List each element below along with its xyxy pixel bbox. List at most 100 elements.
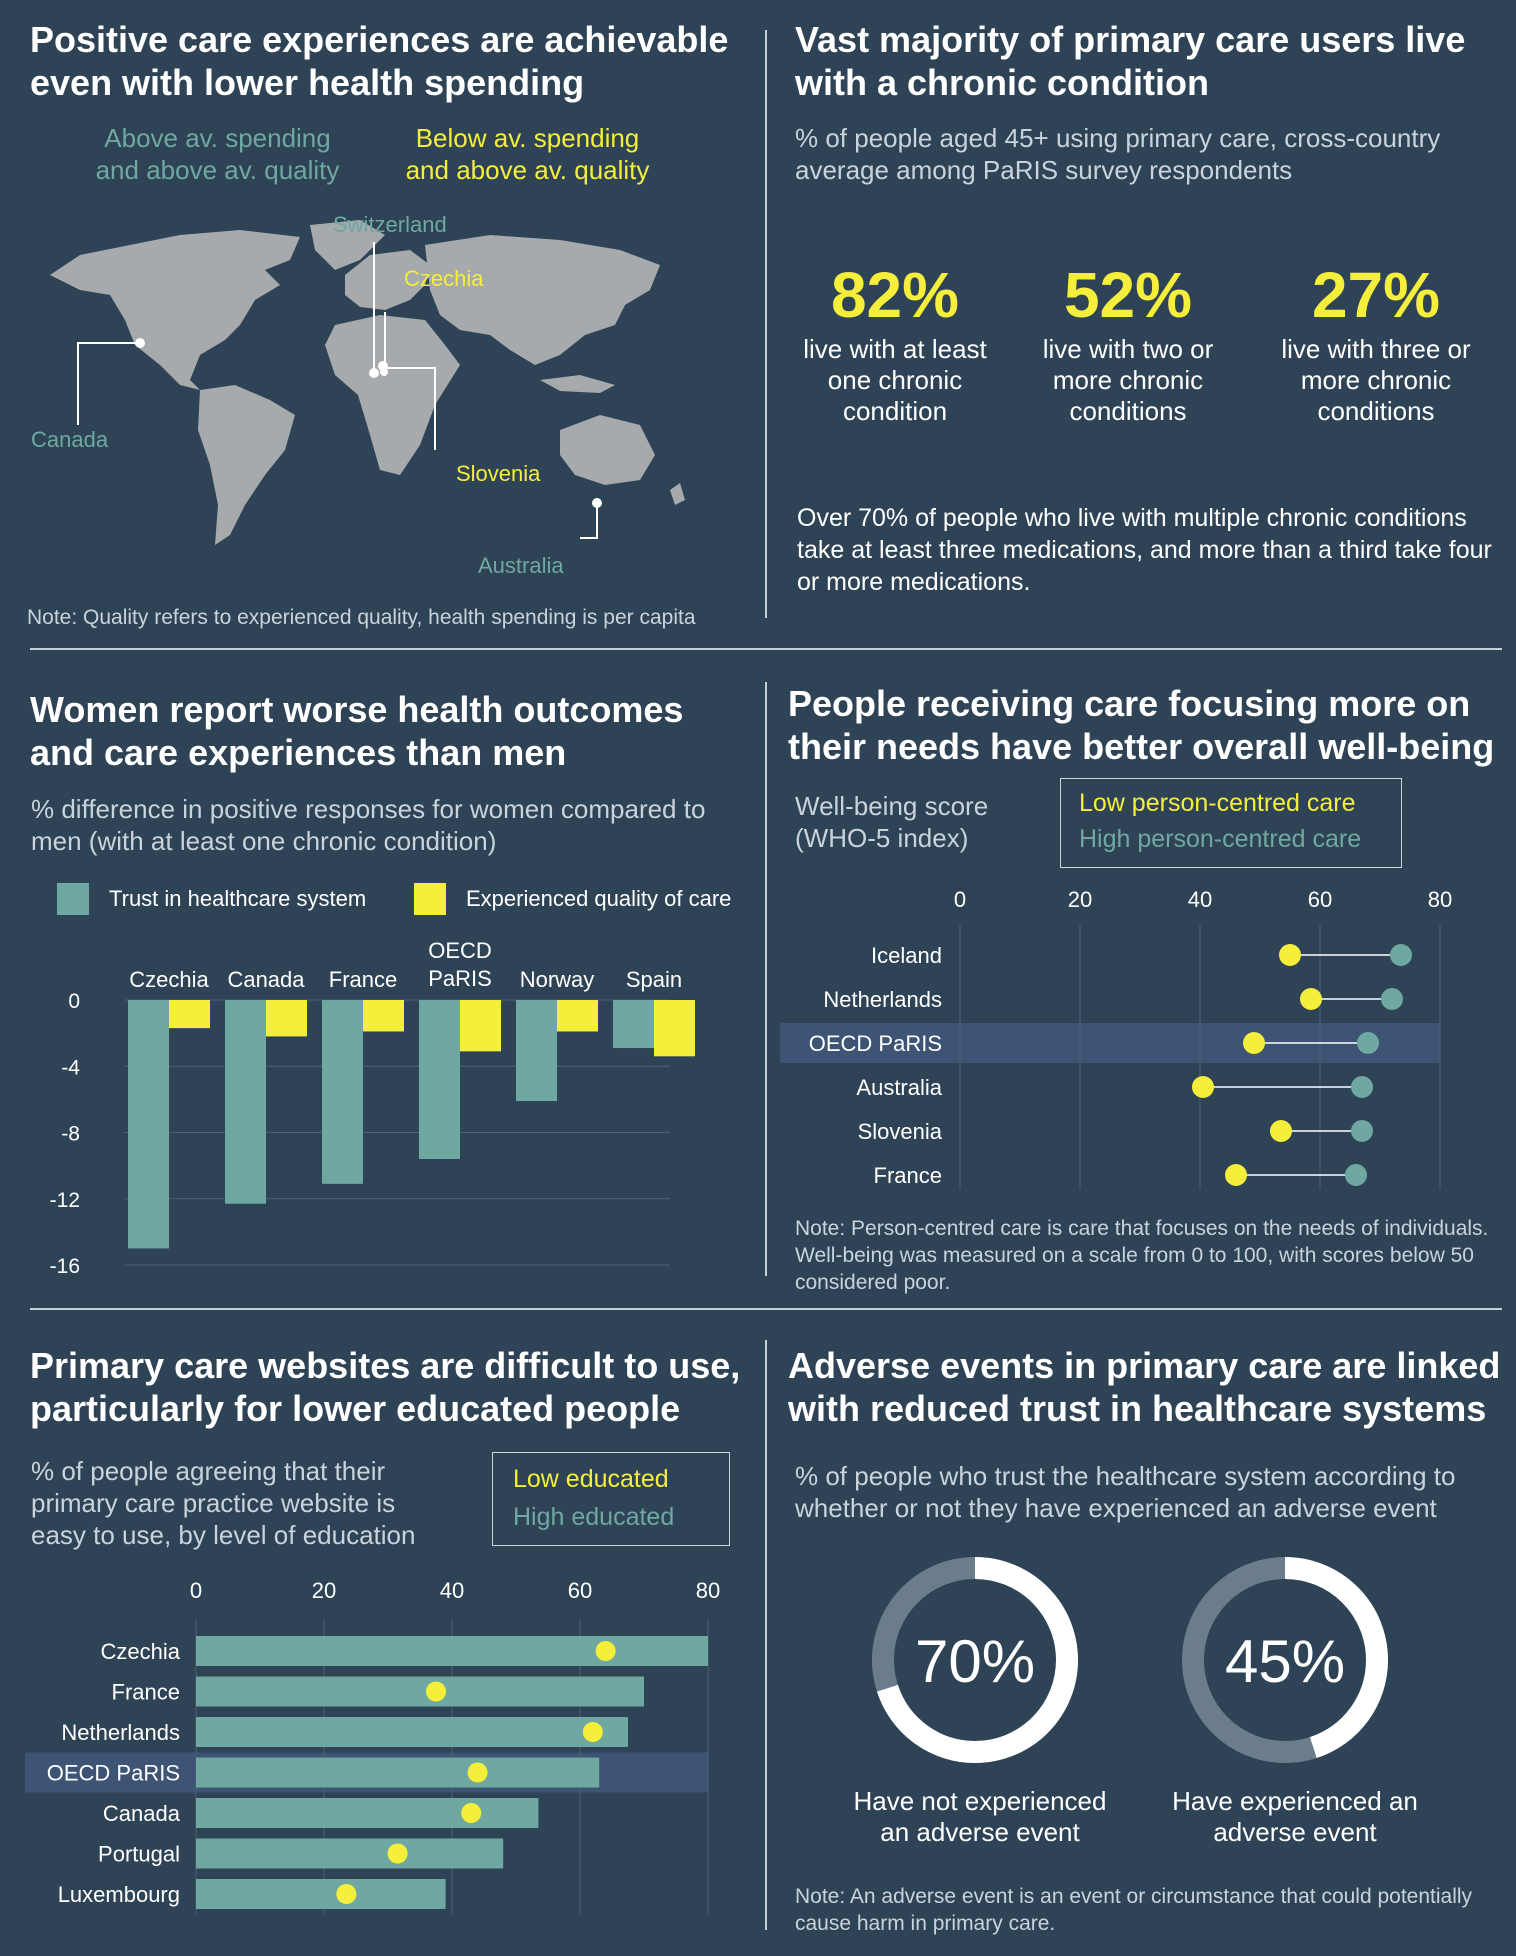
stat-value-1: 82%: [830, 259, 960, 331]
australia-marker: [592, 498, 602, 508]
adverse-note: Note: An adverse event is an event or ci…: [795, 1885, 1473, 1935]
y-tick-label: -8: [61, 1123, 80, 1146]
chronic-subtitle: % of people aged 45+ using primary care,…: [795, 123, 1441, 185]
dot-low-educated: [461, 1803, 482, 1823]
category-label: Spain: [626, 967, 682, 992]
map-label-switzerland: Switzerland: [333, 212, 447, 237]
dot-high-pcc: [1351, 1076, 1373, 1098]
horizontal-divider-2: [30, 1308, 1502, 1310]
greenland-shape: [310, 220, 385, 270]
dot-low-educated: [426, 1681, 446, 1702]
wellbeing-dot-chart: 0 20 40 60 80 Iceland Netherlands OECD PaRIS Aus…: [780, 887, 1452, 1190]
websites-legend: Low educated High educated: [492, 1452, 730, 1546]
dot-low-pcc: [1279, 944, 1301, 966]
bar-quality: [266, 1000, 307, 1037]
legend-below-spending: Below av. spending and above av. quality: [405, 123, 650, 185]
vertical-divider-bottom: [765, 1340, 767, 1930]
bar-high-educated: [196, 1879, 446, 1909]
legend-swatch-yellow: [414, 883, 446, 915]
bar-trust: [419, 1000, 460, 1159]
women-bar-chart: 0 -4 -8 -12 -16 Czechia Canada France OECD PaRIS N…: [50, 938, 695, 1278]
bar-high-educated: [196, 1757, 600, 1788]
bar-quality: [654, 1000, 695, 1057]
row-label: France: [874, 1163, 942, 1188]
donut-arc: [872, 1557, 1078, 1763]
row-label: Iceland: [871, 943, 942, 968]
horizontal-divider-1: [30, 648, 1502, 650]
vertical-divider-top: [765, 30, 767, 618]
donut-value-label: 70%: [915, 1628, 1035, 1695]
dot-low-pcc: [1243, 1032, 1265, 1054]
dot-high-pcc: [1381, 988, 1403, 1010]
legend-swatch-teal: [57, 883, 89, 915]
bar-high-educated: [196, 1717, 628, 1747]
stat-caption-1: live with at least one chronic condition: [803, 334, 987, 426]
x-tick-label: 20: [1068, 887, 1092, 912]
row-label: Canada: [103, 1801, 181, 1826]
bar-high-educated: [196, 1838, 504, 1869]
x-tick-label: 40: [1188, 887, 1212, 912]
x-tick-label: 80: [696, 1578, 720, 1603]
wellbeing-legend: Low person-centred care High person-cent…: [1060, 778, 1402, 868]
dot-high-pcc: [1390, 944, 1412, 966]
women-subtitle: % difference in positive responses for w…: [31, 794, 706, 856]
vertical-divider-middle: [765, 682, 767, 1276]
asia-shape: [425, 235, 660, 365]
europe-shape: [345, 250, 430, 310]
map-label-australia: Australia: [478, 553, 564, 578]
bar-trust: [322, 1000, 363, 1184]
bar-high-educated: [196, 1676, 644, 1707]
stat-block-2: 52% live with two or more chronic condit…: [1028, 258, 1228, 427]
adverse-panel-title: Adverse events in primary care are linke…: [788, 1345, 1501, 1429]
dot-low-pcc: [1225, 1164, 1247, 1186]
stat-value-2: 52%: [1063, 259, 1193, 331]
bar-high-educated: [196, 1636, 708, 1666]
stat-block-3: 27% live with three or more chronic cond…: [1276, 258, 1476, 427]
bar-trust: [225, 1000, 266, 1204]
legend-label-quality: Experienced quality of care: [466, 886, 732, 911]
category-label: Czechia: [129, 967, 209, 992]
bar-quality: [363, 1000, 404, 1032]
y-tick-label: 0: [68, 990, 80, 1013]
bar-trust: [128, 1000, 169, 1249]
legend-low-educated: Low educated: [513, 1465, 669, 1493]
y-tick-label: -4: [61, 1056, 80, 1079]
indonesia-shape: [540, 375, 615, 393]
wellbeing-axis-title: Well-being score (WHO-5 index): [795, 791, 989, 853]
legend-high-pcc: High person-centred care: [1079, 825, 1362, 853]
chronic-body-text: Over 70% of people who live with multipl…: [797, 504, 1492, 596]
bar-quality: [460, 1000, 501, 1052]
wellbeing-panel-title: People receiving care focusing more on t…: [788, 683, 1495, 767]
dot-low-pcc: [1192, 1076, 1214, 1098]
bar-quality: [557, 1000, 598, 1032]
row-label: Netherlands: [61, 1720, 180, 1745]
women-panel-title: Women report worse health outcomes and c…: [30, 689, 684, 773]
dot-high-pcc: [1357, 1032, 1379, 1054]
bar-trust: [613, 1000, 654, 1049]
category-label: France: [329, 967, 397, 992]
map-label-canada: Canada: [31, 427, 109, 452]
x-tick-label: 0: [190, 1578, 202, 1603]
category-label: OECD: [428, 938, 492, 963]
x-tick-label: 20: [312, 1578, 336, 1603]
x-tick-label: 0: [954, 887, 966, 912]
websites-bar-chart: 0 20 40 60 80 Czechia France Netherlands OECD Pa…: [25, 1578, 720, 1915]
new-zealand-shape: [670, 483, 685, 505]
south-america-shape: [198, 385, 295, 545]
x-tick-label: 80: [1428, 887, 1452, 912]
row-label: OECD PaRIS: [47, 1761, 180, 1786]
row-label: Luxembourg: [58, 1882, 180, 1907]
canada-marker: [135, 338, 145, 348]
dot-low-educated: [582, 1722, 603, 1742]
stat-caption-3: live with three or more chronic conditio…: [1281, 334, 1471, 426]
world-map: [50, 220, 685, 545]
dot-low-educated: [595, 1641, 616, 1661]
map-label-slovenia: Slovenia: [456, 461, 541, 486]
category-label: Norway: [520, 967, 595, 992]
dot-low-pcc: [1300, 988, 1322, 1010]
x-tick-label: 40: [440, 1578, 464, 1603]
legend-high-educated: High educated: [513, 1503, 675, 1531]
y-tick-label: -12: [50, 1189, 80, 1212]
y-tick-label: -16: [50, 1255, 80, 1278]
category-label: Canada: [227, 967, 305, 992]
